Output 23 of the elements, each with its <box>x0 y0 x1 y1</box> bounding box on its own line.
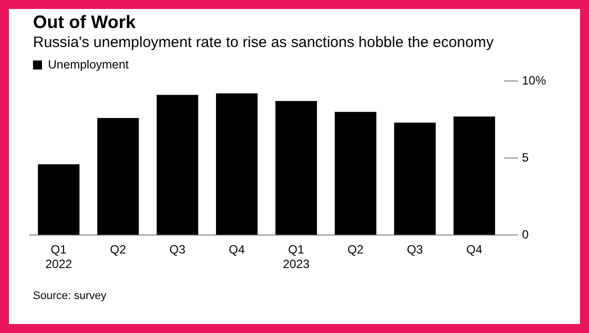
chart-subtitle: Russia's unemployment rate to rise as sanctions hobble the economy <box>33 33 495 53</box>
bar <box>38 164 80 235</box>
y-tick-label: 10% <box>522 73 546 88</box>
x-tick-label: Q3 <box>169 242 186 257</box>
bar <box>216 93 258 235</box>
bar <box>334 112 376 235</box>
x-tick-label: Q1 2022 <box>45 242 72 272</box>
y-tick-label: 0 <box>522 228 529 242</box>
x-tick-label: Q4 <box>228 242 246 257</box>
bar <box>156 94 198 235</box>
bar <box>454 116 496 235</box>
source-note: Source: survey <box>33 290 108 302</box>
y-tick-label: 5 <box>522 150 529 164</box>
x-tick-label: Q2 <box>110 242 126 257</box>
legend-label: Unemployment <box>48 57 130 72</box>
x-tick-label: Q2 <box>348 242 364 257</box>
x-tick-label: Q1 2023 <box>282 242 310 272</box>
x-tick-label: Q4 <box>466 242 483 257</box>
bar <box>275 101 317 235</box>
bar <box>394 122 436 235</box>
x-tick-label: Q3 <box>406 242 424 257</box>
chart-title: Out of Work <box>33 11 137 33</box>
bar <box>97 118 139 235</box>
